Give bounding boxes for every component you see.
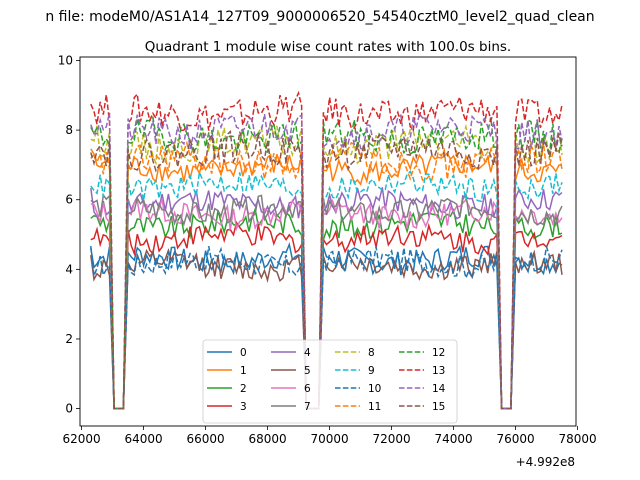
legend-label-1: 1	[240, 365, 247, 377]
y-tick-label: 4	[65, 262, 73, 276]
plot-frame	[79, 56, 577, 427]
legend-label-14: 14	[432, 383, 446, 395]
y-tick-label: 2	[65, 332, 73, 346]
legend-label-6: 6	[304, 383, 311, 395]
y-tick-label: 10	[58, 53, 73, 67]
chart-title: Quadrant 1 module wise count rates with …	[145, 39, 511, 55]
plot-lines	[90, 90, 563, 410]
series-line-11	[90, 140, 563, 410]
series-line-12	[90, 116, 563, 410]
legend-label-9: 9	[368, 365, 375, 377]
x-tick-label: 66000	[186, 432, 224, 446]
y-axis: 0 2 4 6 8 10	[58, 53, 80, 416]
legend-label-12: 12	[432, 347, 445, 359]
series-line-2	[90, 206, 563, 410]
y-tick-label: 0	[65, 402, 73, 416]
series-line-7	[90, 192, 563, 410]
series-line-1	[90, 151, 563, 410]
legend-label-3: 3	[240, 401, 247, 413]
series-line-13	[90, 90, 563, 410]
x-tick-label: 68000	[248, 432, 286, 446]
legend-label-2: 2	[240, 383, 247, 395]
legend-box	[202, 339, 458, 424]
legend-label-13: 13	[432, 365, 445, 377]
legend-label-5: 5	[304, 365, 311, 377]
x-tick-label: 64000	[124, 432, 162, 446]
x-offset-label: +4.992e8	[516, 455, 575, 469]
x-tick-label: 72000	[372, 432, 410, 446]
legend-label-0: 0	[240, 347, 247, 359]
x-tick-label: 76000	[496, 432, 534, 446]
series-line-3	[90, 220, 563, 410]
legend-label-7: 7	[304, 401, 311, 413]
series-line-9	[90, 169, 563, 410]
y-tick-label: 6	[65, 193, 73, 207]
figure-suptitle: n file: modeM0/AS1A14_127T09_9000006520_…	[45, 9, 594, 25]
series-line-10	[90, 246, 563, 410]
legend-label-4: 4	[304, 347, 311, 359]
x-tick-label: 78000	[558, 432, 596, 446]
y-tick-label: 8	[65, 123, 73, 137]
x-tick-label: 74000	[434, 432, 472, 446]
x-tick-label: 62000	[62, 432, 100, 446]
x-axis: 62000 64000 66000 68000 70000 72000 74000 76000…	[62, 426, 597, 446]
legend-label-8: 8	[368, 347, 375, 359]
legend-label-10: 10	[368, 383, 381, 395]
legend-label-11: 11	[368, 401, 381, 413]
legend-label-15: 15	[432, 401, 445, 413]
x-tick-label: 70000	[310, 432, 348, 446]
series-line-15	[90, 130, 563, 410]
